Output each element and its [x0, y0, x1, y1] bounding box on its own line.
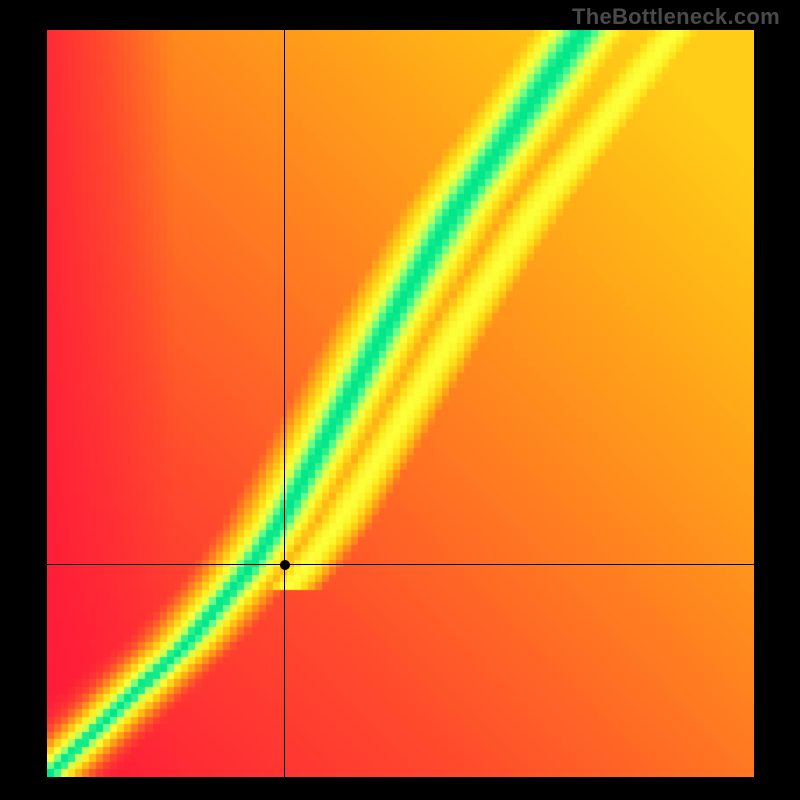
crosshair-marker: [280, 560, 290, 570]
chart-stage: TheBottleneck.com: [0, 0, 800, 800]
crosshair-horizontal: [47, 564, 754, 565]
crosshair-vertical: [284, 30, 285, 777]
heatmap-plot-area: [47, 30, 754, 777]
heatmap-canvas: [47, 30, 754, 777]
watermark-text: TheBottleneck.com: [572, 4, 780, 30]
